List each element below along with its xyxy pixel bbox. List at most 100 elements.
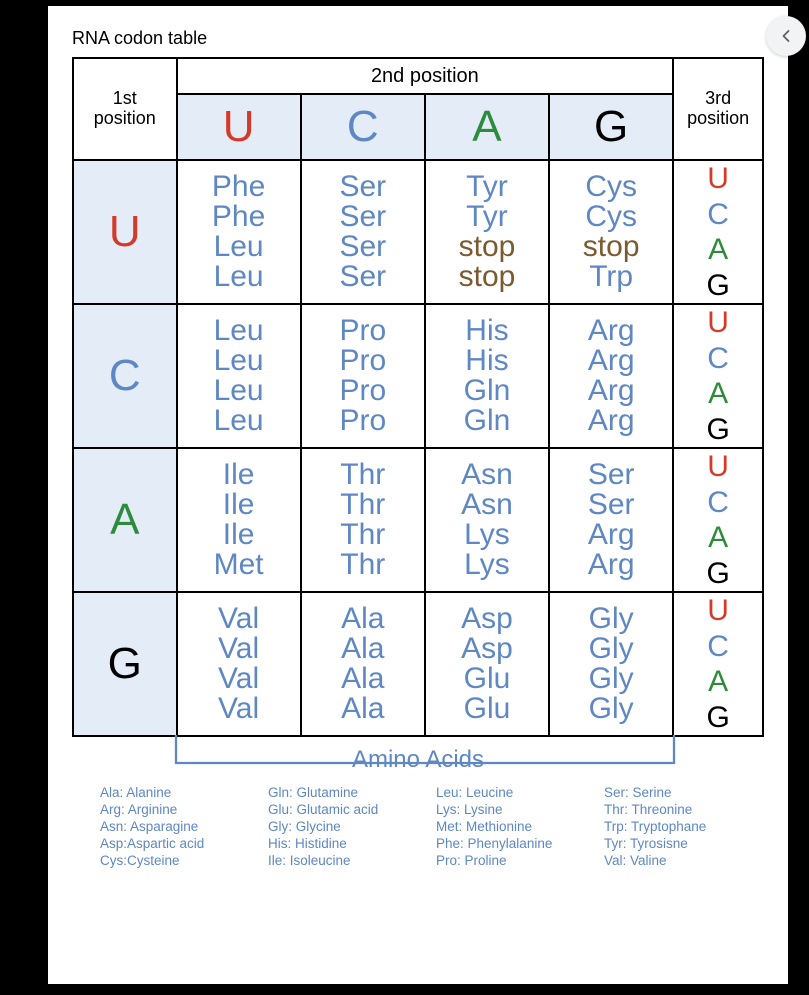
aa-cell-U-C: SerSerSerSer <box>301 160 425 304</box>
aa-stack: CysCysstopTrp <box>550 172 672 292</box>
aa-entry: Met <box>178 550 300 580</box>
aa-stack: SerSerArgArg <box>550 460 672 580</box>
aa-cell-G-U: ValValValVal <box>177 592 301 736</box>
aa-cell-U-U: PhePheLeuLeu <box>177 160 301 304</box>
codon-row-U: UPhePheLeuLeuSerSerSerSerTyrTyrstopstopC… <box>73 160 763 304</box>
second-base-U: U <box>177 94 301 160</box>
legend-entry: Phe: Phenylalanine <box>436 836 596 853</box>
aa-entry: Ser <box>302 202 424 232</box>
legend-entry: Trp: Tryptophane <box>604 819 764 836</box>
legend-entry: Asp:Aspartic acid <box>100 836 260 853</box>
aa-entry: Leu <box>178 316 300 346</box>
first-base-A: A <box>73 448 177 592</box>
aa-entry: stop <box>426 232 548 262</box>
aa-entry: Asn <box>426 460 548 490</box>
aa-entry: Gly <box>550 634 672 664</box>
aa-entry: Ala <box>302 664 424 694</box>
aa-entry: Ala <box>302 634 424 664</box>
aa-entry: Cys <box>550 202 672 232</box>
aa-entry: Arg <box>550 316 672 346</box>
aa-entry: Pro <box>302 316 424 346</box>
legend-entry: His: Histidine <box>268 836 428 853</box>
third-base-letter: U <box>674 307 762 339</box>
aa-cell-A-U: IleIleIleMet <box>177 448 301 592</box>
aa-entry: Trp <box>550 262 672 292</box>
aa-entry: Gly <box>550 604 672 634</box>
aa-entry: Cys <box>550 172 672 202</box>
aa-entry: Lys <box>426 550 548 580</box>
first-base-U: U <box>73 160 177 304</box>
aa-entry: Pro <box>302 346 424 376</box>
codon-row-G: GValValValValAlaAlaAlaAlaAspAspGluGluGly… <box>73 592 763 736</box>
codon-row-C: CLeuLeuLeuLeuProProProProHisHisGlnGlnArg… <box>73 304 763 448</box>
codon-table: 1st position 2nd position 3rd position U… <box>72 57 764 737</box>
third-base-letter: A <box>674 666 762 698</box>
legend-entry: Ala: Alanine <box>100 785 260 802</box>
second-base-A: A <box>425 94 549 160</box>
aa-entry: Val <box>178 664 300 694</box>
aa-entry: Leu <box>178 376 300 406</box>
third-base-stack: UCAG <box>674 449 762 591</box>
legend-entry: Gly: Glycine <box>268 819 428 836</box>
base-letter: A <box>110 495 139 544</box>
aa-entry: Gln <box>426 406 548 436</box>
aa-entry: Ser <box>302 172 424 202</box>
legend-column: Ala: AlanineArg: ArginineAsn: Asparagine… <box>100 785 260 869</box>
first-base-C: C <box>73 304 177 448</box>
legend-entry: Cys:Cysteine <box>100 853 260 870</box>
aa-entry: Ile <box>178 520 300 550</box>
legend-entry: Met: Methionine <box>436 819 596 836</box>
codon-body: UPhePheLeuLeuSerSerSerSerTyrTyrstopstopC… <box>73 160 763 736</box>
aa-entry: Tyr <box>426 172 548 202</box>
aa-entry: Gln <box>426 376 548 406</box>
aa-entry: Arg <box>550 520 672 550</box>
aa-entry: Ile <box>178 460 300 490</box>
aa-stack: GlyGlyGlyGly <box>550 604 672 724</box>
aa-entry: His <box>426 346 548 376</box>
aa-entry: Pro <box>302 376 424 406</box>
third-base-stack: UCAG <box>674 161 762 303</box>
aa-entry: Glu <box>426 664 548 694</box>
aa-entry: Val <box>178 604 300 634</box>
third-base-letter: U <box>674 451 762 483</box>
aa-entry: Arg <box>550 346 672 376</box>
legend-entry: Val: Valine <box>604 853 764 870</box>
third-base-letter: A <box>674 378 762 410</box>
right-partial-button[interactable] <box>766 16 806 56</box>
amino-acids-bracket: Amino Acids <box>72 735 764 781</box>
aa-entry: Arg <box>550 550 672 580</box>
table-title: RNA codon table <box>72 28 764 49</box>
third-base-letter: U <box>674 595 762 627</box>
second-position-label: 2nd position <box>177 58 674 94</box>
aa-stack: SerSerSerSer <box>302 172 424 292</box>
amino-acids-label: Amino Acids <box>72 746 764 774</box>
aa-entry: Ser <box>550 460 672 490</box>
aa-cell-G-C: AlaAlaAlaAla <box>301 592 425 736</box>
aa-stack: ProProProPro <box>302 316 424 436</box>
base-letter: C <box>109 351 141 400</box>
legend-entry: Ser: Serine <box>604 785 764 802</box>
base-letter: U <box>109 207 141 256</box>
aa-entry: Thr <box>302 490 424 520</box>
aa-stack: IleIleIleMet <box>178 460 300 580</box>
chevron-left-icon <box>776 26 796 46</box>
legend-entry: Gln: Glutamine <box>268 785 428 802</box>
aa-entry: Arg <box>550 376 672 406</box>
aa-entry: Ser <box>550 490 672 520</box>
aa-cell-C-A: HisHisGlnGln <box>425 304 549 448</box>
aa-stack: TyrTyrstopstop <box>426 172 548 292</box>
aa-entry: Val <box>178 694 300 724</box>
aa-entry: Phe <box>178 202 300 232</box>
legend-entry: Leu: Leucine <box>436 785 596 802</box>
third-base-col-C: UCAG <box>673 304 763 448</box>
aa-cell-A-A: AsnAsnLysLys <box>425 448 549 592</box>
aa-entry: Asp <box>426 634 548 664</box>
header-row-1: 1st position 2nd position 3rd position <box>73 58 763 94</box>
legend-entry: Arg: Arginine <box>100 802 260 819</box>
page-container: RNA codon table 1st position 2nd positio… <box>48 6 788 984</box>
codon-row-A: AIleIleIleMetThrThrThrThrAsnAsnLysLysSer… <box>73 448 763 592</box>
aa-cell-G-A: AspAspGluGlu <box>425 592 549 736</box>
third-base-letter: C <box>674 343 762 375</box>
aa-entry: Glu <box>426 694 548 724</box>
third-base-letter: A <box>674 234 762 266</box>
